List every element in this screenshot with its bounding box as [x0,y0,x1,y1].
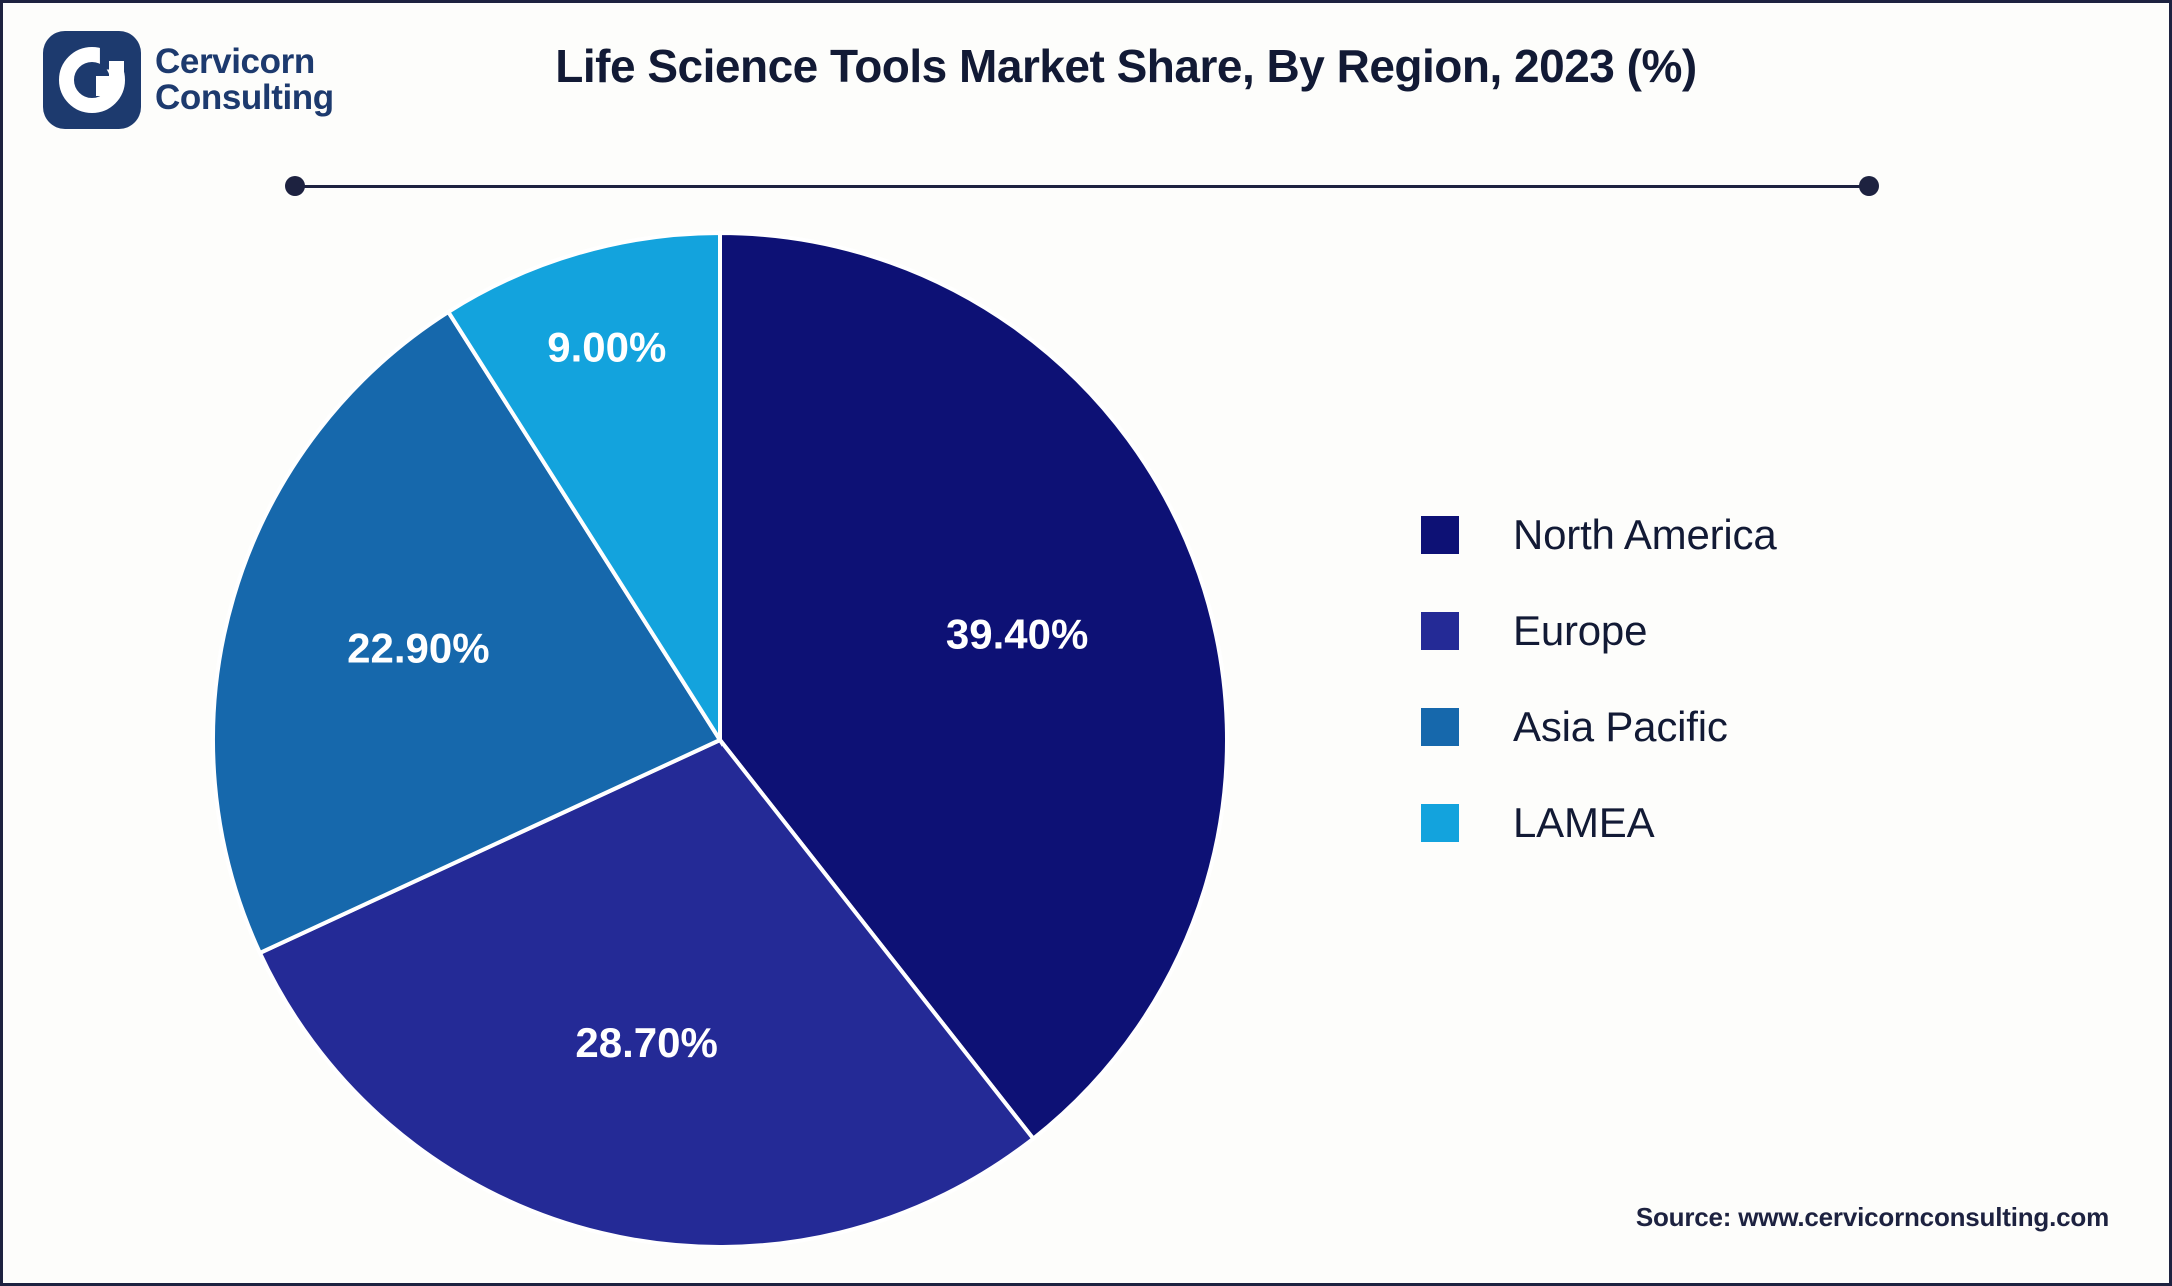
pie-slice-label: 22.90% [347,624,489,671]
legend-label: Europe [1513,607,1648,654]
pie-slice-label: 28.70% [575,1019,717,1066]
page-title: Life Science Tools Market Share, By Regi… [555,40,1697,92]
pie-slice[interactable] [211,309,723,956]
title-divider [285,176,1879,196]
logo-square-large-icon [96,76,116,96]
pie-label-group: 39.40% 28.70% 22.90% 9.00% [347,324,1088,1066]
pie-chart-svg: 39.40% 28.70% 22.90% 9.00% [211,231,1229,1249]
legend-swatch-icon [1421,516,1459,554]
pie-chart: 39.40% 28.70% 22.90% 9.00% [211,231,1229,1249]
pie-slice[interactable] [718,231,1229,1142]
pie-slice-group [211,231,1229,1249]
divider-dot-right-icon [1859,176,1879,196]
brand-name-line2: Consulting [155,78,334,117]
pie-slice[interactable] [445,231,722,747]
logo-square-small-icon [109,61,124,76]
legend-item-asia-pacific[interactable]: Asia Pacific [1421,679,1981,775]
divider-rule [293,185,1871,188]
cervicorn-c-mark-icon [43,31,141,129]
legend-item-lamea[interactable]: LAMEA [1421,775,1981,871]
brand-name: Cervicorn Consulting [155,41,334,117]
legend-swatch-icon [1421,612,1459,650]
pie-slice[interactable] [257,737,1037,1249]
legend-swatch-icon [1421,804,1459,842]
legend-label: North America [1513,511,1777,558]
chart-legend: North America Europe Asia Pacific LAMEA [1421,487,1981,871]
pie-slice-label: 39.40% [946,610,1088,657]
legend-swatch-icon [1421,708,1459,746]
legend-item-north-america[interactable]: North America [1421,487,1981,583]
legend-label: Asia Pacific [1513,703,1728,750]
brand-logo: Cervicorn Consulting [43,31,334,129]
legend-label: LAMEA [1513,799,1655,846]
source-note: Source: www.cervicornconsulting.com [1635,1202,2109,1232]
brand-name-line1: Cervicorn [155,41,315,81]
legend-item-europe[interactable]: Europe [1421,583,1981,679]
header: Cervicorn Consulting Life Science Tools … [3,3,2169,168]
pie-slice-label: 9.00% [547,324,666,371]
